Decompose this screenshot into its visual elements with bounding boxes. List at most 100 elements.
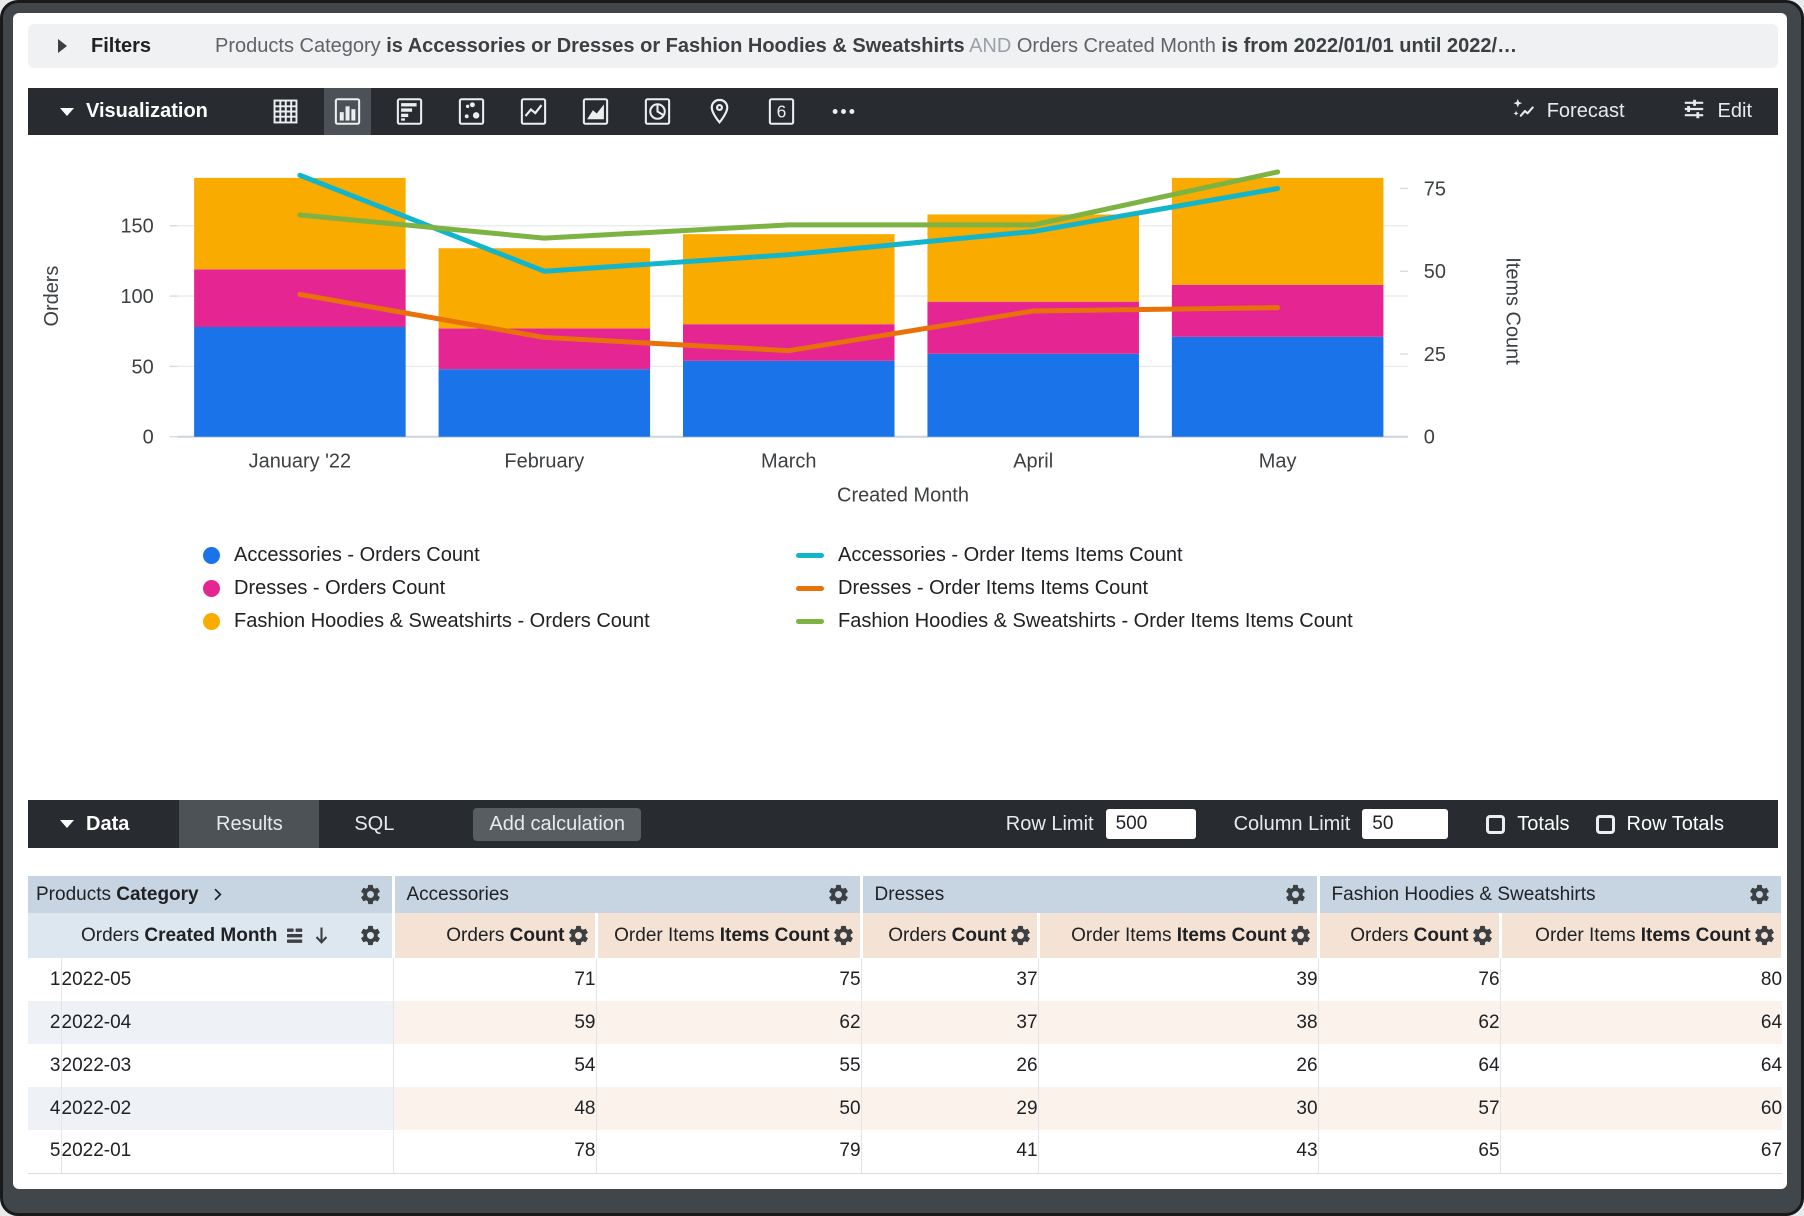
dimension-cell[interactable]: 2022-02 (61, 1087, 394, 1130)
value-cell[interactable]: 26 (861, 1044, 1039, 1087)
value-cell[interactable]: 41 (861, 1130, 1039, 1174)
value-cell[interactable]: 37 (861, 1001, 1039, 1044)
bar-segment[interactable] (194, 327, 406, 437)
value-cell[interactable]: 60 (1500, 1087, 1783, 1130)
gear-icon[interactable] (1748, 883, 1771, 906)
map-chart-icon[interactable] (696, 88, 743, 135)
value-cell[interactable]: 78 (393, 1130, 597, 1174)
value-cell[interactable]: 67 (1500, 1130, 1783, 1174)
bar-segment[interactable] (927, 214, 1139, 302)
bar-segment[interactable] (1171, 177, 1384, 285)
value-cell[interactable]: 75 (596, 958, 862, 1001)
dimension-cell[interactable]: 2022-03 (61, 1044, 394, 1087)
trend-line[interactable] (297, 172, 1281, 274)
single-value-chart-icon[interactable]: 6 (758, 88, 805, 135)
value-cell[interactable]: 54 (393, 1044, 597, 1087)
measure-column-header[interactable]: Orders Count (1318, 913, 1502, 958)
gear-icon[interactable] (1753, 924, 1776, 947)
trend-line[interactable] (297, 291, 1281, 354)
dimension-cell[interactable]: 2022-04 (61, 1001, 394, 1044)
bar-chart-icon[interactable] (386, 88, 433, 135)
value-cell[interactable]: 59 (393, 1001, 597, 1044)
value-cell[interactable]: 71 (393, 958, 597, 1001)
value-cell[interactable]: 30 (1038, 1087, 1319, 1130)
sort-desc-icon[interactable] (313, 926, 330, 945)
measure-column-header[interactable]: Orders Count (393, 913, 598, 958)
column-chart-icon[interactable] (323, 88, 371, 135)
bar-segment[interactable] (683, 360, 895, 437)
legend-item[interactable]: Accessories - Order Items Items Count (796, 539, 1353, 572)
value-cell[interactable]: 62 (1318, 1001, 1501, 1044)
forecast-button[interactable]: Forecast (1510, 96, 1625, 128)
row-totals-checkbox[interactable] (1595, 814, 1615, 834)
dimension-column-header[interactable]: Orders Created Month (28, 913, 395, 958)
measure-column-header[interactable]: Orders Count (861, 913, 1040, 958)
gear-icon[interactable] (359, 924, 382, 947)
value-cell[interactable]: 43 (1038, 1130, 1319, 1174)
value-cell[interactable]: 80 (1760, 968, 1783, 990)
value-cell[interactable]: 37 (861, 958, 1039, 1001)
expand-filters-icon[interactable] (58, 39, 67, 53)
filters-bar[interactable]: Filters Products Category is Accessories… (28, 24, 1778, 68)
value-cell[interactable]: 76 (1318, 958, 1501, 1001)
column-limit-input[interactable] (1362, 809, 1449, 839)
gear-icon[interactable] (1471, 924, 1494, 947)
legend-item[interactable]: Dresses - Order Items Items Count (796, 572, 1353, 605)
gear-icon[interactable] (832, 924, 855, 947)
value-cell[interactable]: 29 (861, 1087, 1039, 1130)
value-cell[interactable]: 64 (1760, 1054, 1783, 1076)
row-limit-input[interactable] (1105, 809, 1196, 839)
gear-icon[interactable] (827, 883, 850, 906)
legend-item[interactable]: Fashion Hoodies & Sweatshirts - Orders C… (203, 605, 796, 638)
legend-item[interactable]: Accessories - Orders Count (203, 539, 796, 572)
scatter-chart-icon[interactable] (448, 88, 495, 135)
value-cell[interactable]: 50 (596, 1087, 862, 1130)
more-options-icon[interactable] (820, 88, 867, 135)
chevron-right-icon[interactable] (209, 886, 226, 903)
table-chart-icon[interactable] (262, 88, 309, 135)
value-cell[interactable]: 64 (1500, 1001, 1783, 1044)
value-cell[interactable]: 64 (1318, 1044, 1501, 1087)
subtotal-icon[interactable] (286, 928, 304, 944)
dimension-cell[interactable]: 2022-05 (61, 958, 394, 1001)
legend-item[interactable]: Dresses - Orders Count (203, 572, 796, 605)
line-chart-icon[interactable] (510, 88, 557, 135)
bar-segment[interactable] (438, 248, 651, 329)
value-cell[interactable]: 38 (1038, 1001, 1319, 1044)
gear-icon[interactable] (359, 883, 382, 906)
totals-checkbox[interactable] (1486, 814, 1506, 834)
tab-sql[interactable]: SQL (354, 812, 395, 835)
gear-icon[interactable] (1289, 924, 1312, 947)
trend-line[interactable] (297, 169, 1281, 241)
bar-segment[interactable] (438, 369, 651, 437)
value-cell[interactable]: 39 (1038, 958, 1319, 1001)
area-chart-icon[interactable] (572, 88, 619, 135)
collapse-data-icon[interactable] (60, 820, 74, 828)
gear-icon[interactable] (1009, 924, 1032, 947)
dimension-cell[interactable]: 2022-01 (61, 1130, 394, 1174)
bar-segment[interactable] (1171, 336, 1384, 437)
measure-column-header[interactable]: Order Items Items Count (596, 913, 863, 958)
bar-segment[interactable] (194, 269, 406, 328)
value-cell[interactable]: 62 (596, 1001, 862, 1044)
value-cell[interactable]: 65 (1318, 1130, 1501, 1174)
bar-segment[interactable] (438, 328, 651, 370)
edit-button[interactable]: Edit (1681, 96, 1752, 128)
value-cell[interactable]: 79 (596, 1130, 862, 1174)
gear-icon[interactable] (1284, 883, 1307, 906)
legend-item[interactable]: Fashion Hoodies & Sweatshirts - Order It… (796, 605, 1353, 638)
measure-column-header[interactable]: Order Items Items Count (1500, 913, 1784, 958)
tab-results[interactable]: Results (179, 800, 320, 848)
collapse-visualization-icon[interactable] (60, 107, 74, 116)
pie-chart-icon[interactable] (634, 88, 681, 135)
value-cell[interactable]: 55 (596, 1044, 862, 1087)
value-cell[interactable]: 48 (393, 1087, 597, 1130)
bar-segment[interactable] (683, 324, 895, 361)
filters-label: Filters (91, 34, 152, 57)
value-cell[interactable]: 26 (1038, 1044, 1319, 1087)
bar-segment[interactable] (927, 353, 1139, 437)
measure-column-header[interactable]: Order Items Items Count (1038, 913, 1320, 958)
gear-icon[interactable] (567, 924, 590, 947)
value-cell[interactable]: 57 (1318, 1087, 1501, 1130)
add-calculation-button[interactable]: Add calculation (473, 807, 642, 841)
